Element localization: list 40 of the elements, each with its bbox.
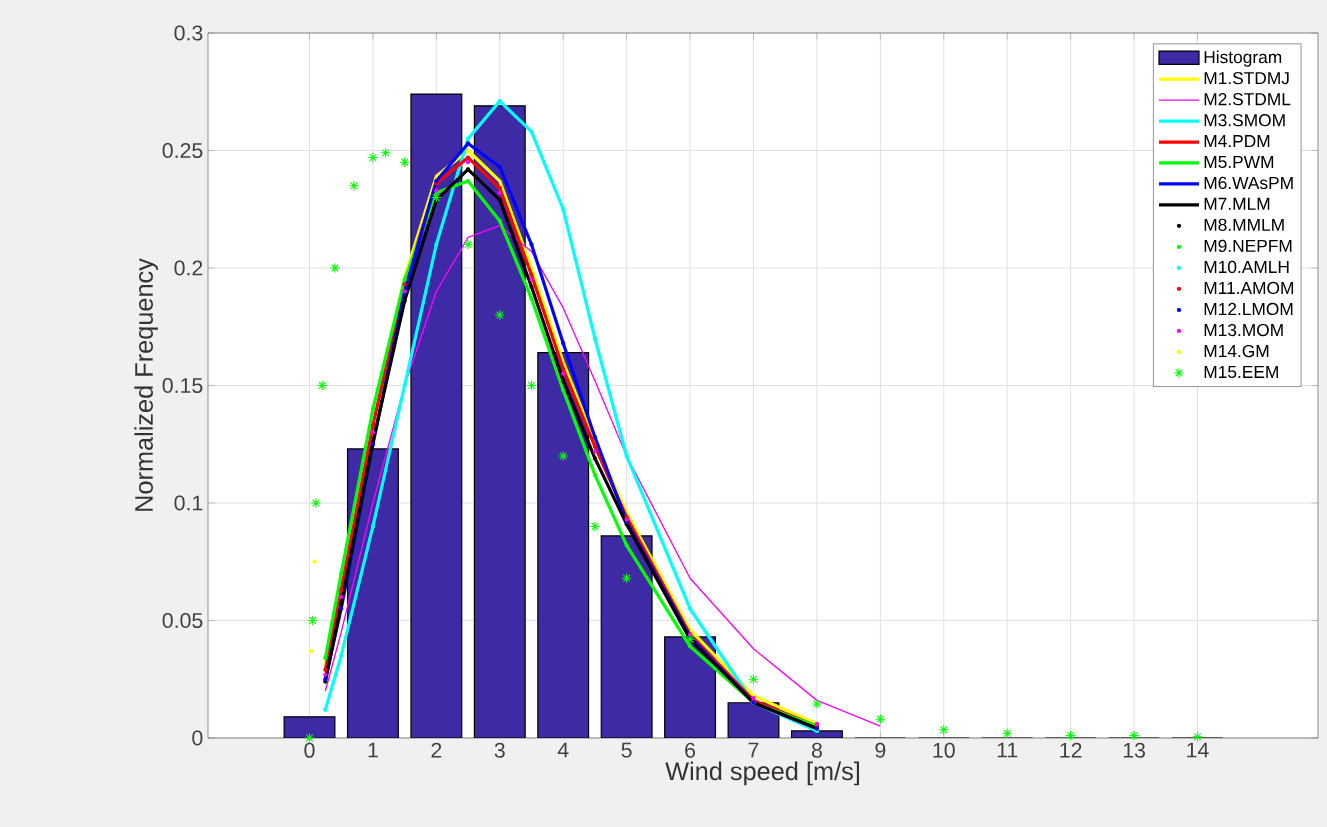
y-tick-label: 0 [192, 730, 203, 746]
legend-label: M10.AMLH [1204, 260, 1289, 274]
legend-label: M14.GM [1204, 344, 1269, 358]
legend-label: M12.LMOM [1204, 302, 1293, 316]
legend-label: M2.STDML [1204, 93, 1291, 106]
x-tick-label: 7 [748, 742, 759, 758]
legend-label: M1.STDMJ [1204, 71, 1289, 85]
y-tick-label: 0.1 [174, 495, 203, 511]
legend-label: M6.WAsPM [1204, 176, 1293, 190]
x-tick-label: 8 [811, 742, 822, 758]
legend-label: Histogram [1204, 50, 1282, 67]
y-tick-label: 0.3 [174, 25, 203, 41]
legend-label: M8.MMLM [1204, 218, 1284, 231]
legend-label: M5.PWM [1204, 155, 1274, 169]
x-tick-label: 13 [1123, 742, 1145, 758]
x-tick-label: 10 [933, 742, 955, 758]
y-tick-label: 0.15 [162, 377, 203, 394]
legend-label: M15.EEM [1204, 365, 1278, 379]
legend-label: M7.MLM [1204, 197, 1270, 210]
y-tick-label: 0.25 [162, 142, 203, 159]
x-tick-label: 4 [557, 742, 569, 758]
x-tick-label: 9 [875, 742, 886, 758]
x-tick-label: 5 [621, 742, 632, 758]
x-tick-label: 14 [1187, 742, 1209, 758]
legend-label: M4.PDM [1204, 135, 1270, 148]
x-tick-label: 3 [494, 742, 505, 758]
x-tick-label: 11 [997, 742, 1018, 758]
x-tick-label: 6 [685, 742, 696, 758]
x-tick-label: 1 [368, 742, 378, 758]
x-tick-label: 2 [431, 742, 442, 758]
y-axis-title: Normalized Frequency [134, 258, 158, 511]
x-axis-title: Wind speed [m/s] [665, 761, 860, 786]
y-tick-label: 0.2 [174, 260, 203, 276]
legend-label: M13.MOM [1204, 323, 1283, 337]
x-tick-label: 0 [304, 742, 315, 758]
x-tick-label: 12 [1060, 742, 1082, 758]
legend-label: M9.NEPFM [1204, 239, 1292, 253]
legend-label: M11.AMOM [1204, 281, 1294, 295]
y-tick-label: 0.05 [162, 612, 203, 629]
legend-label: M3.SMOM [1204, 114, 1285, 127]
